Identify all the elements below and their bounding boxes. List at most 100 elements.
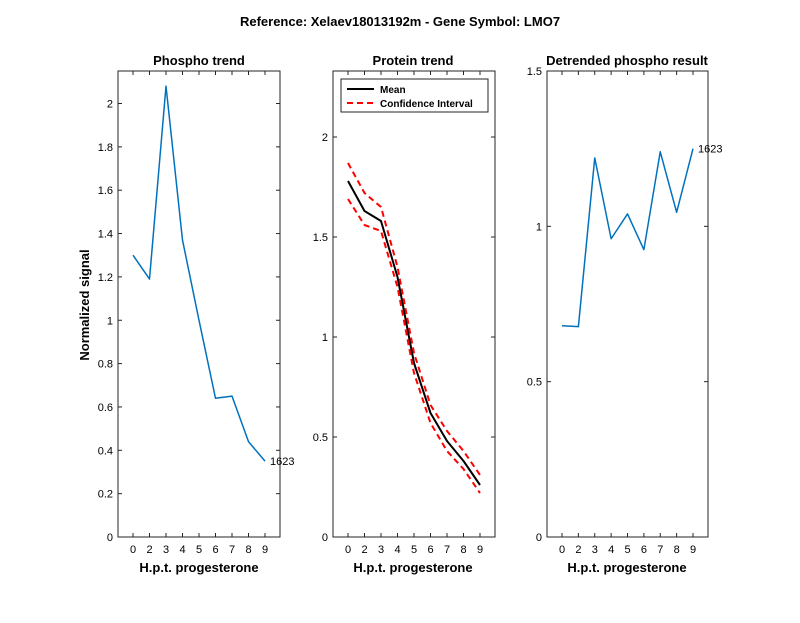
- phospho-trend-axes-box: [117, 70, 281, 538]
- protein-ci-lower-point: [380, 230, 382, 232]
- detrended-phospho-xtick-label: 8: [674, 544, 680, 556]
- phospho-trend-ytick-label: 0.2: [98, 489, 113, 501]
- protein-trend-xtick-label: 3: [378, 544, 384, 556]
- phospho-trend-xtick-label: 8: [245, 544, 251, 556]
- protein-mean-point: [347, 180, 349, 182]
- protein-ci-lower-point: [347, 198, 349, 200]
- phospho-trend-xtick-label: 9: [262, 544, 268, 556]
- phospho-trend-ytick-label: 1: [107, 315, 113, 327]
- detrended-phospho-xtick-label: 0: [559, 544, 565, 556]
- legend-mean-label: Mean: [380, 85, 406, 96]
- phospho-trend-ytick-label: 2: [107, 99, 113, 111]
- protein-ci-lower-point: [363, 224, 365, 226]
- protein-ci-upper-line: [347, 162, 481, 476]
- phospho-trend-series-point: [148, 278, 150, 280]
- protein-ci-upper-point: [363, 192, 365, 194]
- protein-trend-ytick-label: 0: [322, 532, 328, 544]
- detrended-phospho-series-point: [626, 213, 628, 215]
- phospho-trend-series-point: [264, 460, 266, 462]
- detrended-phospho-axes-box: [546, 70, 709, 538]
- detrended-phospho-ytick-label: 1.5: [527, 66, 542, 78]
- phospho-trend-ytick-label: 0.8: [98, 359, 113, 371]
- detrended-phospho-xlabel: H.p.t. progesterone: [567, 560, 686, 575]
- protein-ci-lower-point: [462, 468, 464, 470]
- detrended-phospho-series-point: [577, 325, 579, 327]
- protein-ci-upper-point: [380, 206, 382, 208]
- protein-ci-lower-point: [429, 422, 431, 424]
- protein-trend-ytick-label: 1.5: [313, 232, 328, 244]
- phospho-trend-xtick-label: 3: [163, 544, 169, 556]
- protein-trend-axes-box: [332, 70, 496, 538]
- detrended-phospho-series-point: [610, 238, 612, 240]
- detrended-phospho-series-point: [659, 151, 661, 153]
- detrended-phospho-xtick-label: 9: [690, 544, 696, 556]
- protein-mean-point: [462, 460, 464, 462]
- phospho-trend-series-line: [132, 85, 266, 462]
- figure-suptitle: Reference: Xelaev18013192m - Gene Symbol…: [240, 14, 560, 29]
- detrended-phospho-ytick-label: 0: [536, 532, 542, 544]
- protein-ci-upper-point: [429, 404, 431, 406]
- detrended-phospho-series-line: [561, 148, 694, 328]
- phospho-trend-xtick-label: 6: [212, 544, 218, 556]
- legend-box: [340, 78, 489, 113]
- protein-trend-xtick-label: 2: [361, 544, 367, 556]
- phospho-trend-ytick-label: 0.6: [98, 402, 113, 414]
- protein-trend-xtick-label: 6: [427, 544, 433, 556]
- protein-trend-xtick-label: 5: [411, 544, 417, 556]
- detrended-phospho-xtick-label: 6: [641, 544, 647, 556]
- legend-ci-label: Confidence Interval: [380, 99, 473, 110]
- phospho-trend-series-point: [247, 440, 249, 442]
- detrended-phospho-series-point: [675, 211, 677, 213]
- protein-trend-panel: Protein trend H.p.t. progesterone Mean C…: [313, 53, 496, 575]
- detrended-phospho-ytick-label: 1: [536, 221, 542, 233]
- protein-mean-point: [479, 484, 481, 486]
- phospho-trend-xtick-label: 7: [229, 544, 235, 556]
- phospho-trend-ytick-label: 1.2: [98, 272, 113, 284]
- phospho-trend-series-point: [165, 85, 167, 87]
- phospho-trend-series-point: [231, 395, 233, 397]
- detrended-phospho-title: Detrended phospho result: [546, 53, 708, 68]
- protein-trend-ytick-label: 0.5: [313, 432, 328, 444]
- protein-mean-point: [363, 210, 365, 212]
- phospho-trend-series-point: [214, 397, 216, 399]
- protein-ci-lower-point: [479, 492, 481, 494]
- detrended-phospho-series-point: [692, 147, 694, 149]
- detrended-phospho-xtick-label: 7: [657, 544, 663, 556]
- phospho-trend-ytick-label: 1.8: [98, 142, 113, 154]
- protein-ci-upper-point: [462, 450, 464, 452]
- protein-ci-lower-point: [413, 372, 415, 374]
- phospho-trend-xtick-label: 5: [196, 544, 202, 556]
- detrended-phospho-panel: Detrended phospho result H.p.t. progeste…: [527, 53, 723, 575]
- phospho-trend-xtick-label: 0: [130, 544, 136, 556]
- protein-trend-xtick-label: 0: [345, 544, 351, 556]
- protein-trend-xtick-label: 8: [460, 544, 466, 556]
- phospho-trend-ytick-label: 0: [107, 532, 113, 544]
- phospho-trend-series-point: [181, 239, 183, 241]
- protein-trend-xtick-label: 4: [394, 544, 400, 556]
- phospho-trend-ylabel: Normalized signal: [77, 249, 92, 360]
- detrended-phospho-series-point: [594, 157, 596, 159]
- phospho-trend-series-point: [198, 319, 200, 321]
- detrended-phospho-ytick-label: 0.5: [527, 377, 542, 389]
- phospho-trend-title: Phospho trend: [153, 53, 245, 68]
- detrended-phospho-end-label: 1623: [698, 144, 722, 156]
- protein-mean-point: [380, 220, 382, 222]
- protein-ci-upper-point: [347, 162, 349, 164]
- protein-trend-xtick-label: 7: [444, 544, 450, 556]
- protein-trend-legend: Mean Confidence Interval: [340, 78, 489, 113]
- detrended-phospho-xtick-label: 3: [592, 544, 598, 556]
- phospho-trend-xtick-label: 2: [146, 544, 152, 556]
- detrended-phospho-xtick-label: 2: [575, 544, 581, 556]
- detrended-phospho-series-point: [643, 248, 645, 250]
- detrended-phospho-xtick-label: 4: [608, 544, 614, 556]
- phospho-trend-end-label: 1623: [270, 456, 294, 468]
- protein-mean-line: [347, 180, 481, 486]
- protein-ci-lower-line: [347, 198, 481, 494]
- phospho-trend-xlabel: H.p.t. progesterone: [139, 560, 258, 575]
- protein-ci-upper-point: [413, 352, 415, 354]
- detrended-phospho-series-point: [561, 325, 563, 327]
- protein-mean-point: [396, 276, 398, 278]
- protein-trend-ytick-label: 1: [322, 332, 328, 344]
